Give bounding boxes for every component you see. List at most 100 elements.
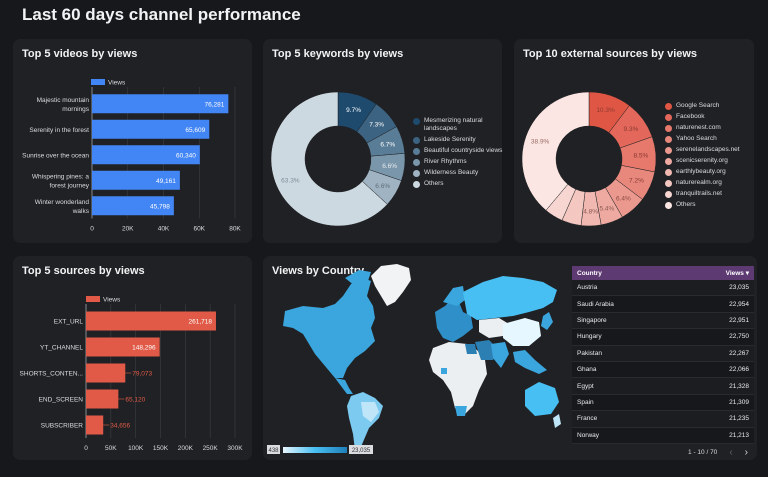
legend-item[interactable]: Facebook [665, 113, 755, 121]
legend-label: Wilderness Beauty [424, 169, 479, 176]
map-ghana [441, 368, 447, 374]
map-new-zealand [553, 414, 561, 428]
bar-value-label: 148,296 [132, 345, 156, 352]
table-row[interactable]: Singapore 22,951 [572, 312, 754, 330]
map-egypt [465, 344, 477, 354]
legend-label: Yahoo Search [676, 135, 717, 142]
legend-item[interactable]: naturerealm.org [665, 179, 755, 187]
table-row[interactable]: Pakistan 22,267 [572, 345, 754, 362]
legend-item[interactable]: Mesmerizing natural landscapes [413, 117, 503, 133]
legend-dot-icon [665, 179, 672, 187]
category-label: Serenity in the forest [29, 127, 89, 134]
world-choropleth-map[interactable]: 438 23,035 [263, 256, 563, 460]
legend-item[interactable]: River Rhythms [413, 158, 503, 166]
legend-swatch [86, 296, 100, 302]
x-tick-label: 50K [105, 445, 117, 452]
country-cell: France [577, 415, 598, 423]
category-label: SUBSCRIBER [41, 423, 84, 430]
legend-item[interactable]: Others [665, 201, 755, 209]
table-row[interactable]: France 21,235 [572, 411, 754, 428]
slice-label: 63.3% [281, 177, 300, 184]
table-row[interactable]: Austria 23,035 [572, 280, 754, 297]
legend-dot-icon [665, 157, 672, 165]
legend-item[interactable]: Yahoo Search [665, 135, 755, 143]
bar[interactable] [92, 170, 180, 190]
map-greenland [371, 264, 411, 306]
top-sources-bar-chart[interactable]: Views 0 50K 100K 150K 200K 250K 300K EXT_URL 261,… [13, 256, 252, 460]
table-row[interactable]: Saudi Arabia 22,954 [572, 296, 754, 313]
bar[interactable] [92, 94, 229, 114]
table-row[interactable]: Spain 21,309 [572, 394, 754, 412]
table-row[interactable]: Hungary 22,750 [572, 329, 754, 346]
external-sources-donut-chart[interactable]: 10.3% 9.3% 8.5% 7.2% 6.4%5.4%4.8% 38.9% [514, 39, 664, 243]
donut-slice[interactable] [521, 91, 590, 211]
legend-item[interactable]: naturenest.com [665, 124, 755, 132]
column-header-country[interactable]: Country [577, 269, 602, 277]
card-title: Top 10 external sources by views [523, 48, 698, 60]
top-keywords-donut-chart[interactable]: 9.7% 7.3% 6.7% 6.6% 6.6% 63.3% [263, 39, 413, 243]
category-label: forest journey [50, 182, 90, 189]
bar[interactable] [86, 311, 216, 331]
map-africa [429, 342, 487, 416]
slice-label: 6.6% [382, 163, 397, 170]
table-header: Country Views ▾ [572, 266, 754, 280]
sort-descending-icon: ▾ [745, 270, 749, 277]
legend-item[interactable]: earthlybeauty.org [665, 168, 755, 176]
category-label: END_SCREEN [39, 397, 84, 404]
legend-dot-icon [665, 190, 672, 198]
bar[interactable] [92, 145, 200, 165]
previous-page-button[interactable]: ‹ [729, 447, 733, 459]
legend-item[interactable]: scenicserenity.org [665, 157, 755, 165]
legend-dot-icon [413, 117, 420, 125]
views-cell: 22,066 [729, 366, 749, 374]
x-tick-label: 20K [122, 226, 134, 233]
card-title: Views by Country [272, 265, 365, 277]
table-row[interactable]: Ghana 22,066 [572, 361, 754, 379]
views-cell: 22,267 [729, 349, 749, 357]
table-row[interactable]: Norway 21,213 [572, 427, 754, 444]
bar[interactable] [92, 119, 210, 139]
map-brazil [361, 402, 379, 422]
map-scale-max: 23,035 [352, 448, 371, 454]
map-south-america [347, 392, 383, 452]
legend-item[interactable]: Google Search [665, 102, 755, 110]
bar[interactable] [92, 196, 174, 216]
legend-item[interactable]: Lakeside Serenity [413, 136, 503, 144]
slice-label: 10.3% [596, 107, 615, 114]
legend-item[interactable]: Wilderness Beauty [413, 169, 503, 177]
map-india [491, 342, 509, 368]
top-videos-bar-chart[interactable]: Views 0 20K 40K 60K 80K Majestic mountain morni… [13, 39, 252, 243]
legend-label: Views [103, 297, 121, 304]
legend-item[interactable]: serenelandscapes.net [665, 146, 755, 154]
slice-label: 4.8% [583, 208, 598, 215]
donut-slice[interactable] [270, 91, 388, 227]
keywords-legend: Mesmerizing natural landscapes Lakeside S… [413, 117, 503, 191]
external-sources-legend: Google Search Facebook naturenest.com Yahoo… [665, 102, 755, 212]
map-south-africa [455, 406, 467, 416]
slice-label: 9.7% [346, 107, 361, 114]
map-australia [525, 382, 559, 416]
country-cell: Norway [577, 431, 600, 439]
bar[interactable] [86, 337, 160, 357]
legend-dot-icon [413, 147, 420, 155]
table-body: Austria 23,035 Saudi Arabia 22,954 Singapore… [572, 280, 754, 444]
legend-label: River Rhythms [424, 158, 467, 165]
legend-label: scenicserenity.org [676, 157, 728, 164]
country-cell: Singapore [577, 316, 607, 324]
bar[interactable] [86, 363, 126, 383]
legend-item[interactable]: Beautiful countryside views [413, 147, 503, 155]
bar[interactable] [86, 415, 104, 435]
country-cell: Pakistan [577, 349, 602, 357]
bar-value-label: 45,798 [150, 203, 170, 210]
x-tick-label: 150K [153, 445, 169, 452]
legend-item[interactable]: tranquiltrails.net [665, 190, 755, 198]
legend-swatch [91, 79, 105, 85]
bar[interactable] [86, 389, 119, 409]
column-header-views[interactable]: Views ▾ [725, 270, 749, 277]
legend-item[interactable]: Others [413, 180, 503, 188]
map-scandinavia [443, 286, 465, 306]
next-page-button[interactable]: › [744, 447, 748, 459]
map-north-america [283, 278, 375, 378]
country-cell: Egypt [577, 382, 594, 390]
table-row[interactable]: Egypt 21,328 [572, 378, 754, 395]
